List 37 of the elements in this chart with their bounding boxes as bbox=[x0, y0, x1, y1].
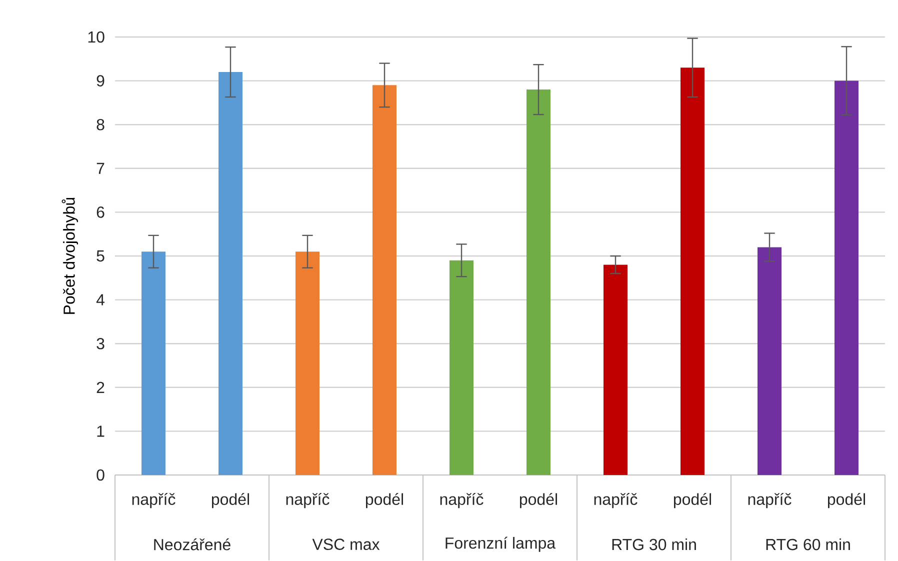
y-tick-label: 1 bbox=[97, 426, 104, 437]
x-tick-label: napříč bbox=[594, 493, 638, 508]
x-tick-label: napříč bbox=[440, 493, 484, 508]
bar bbox=[142, 252, 166, 475]
y-tick-label: 0 bbox=[96, 469, 104, 481]
x-tick-label: podél bbox=[366, 493, 404, 508]
y-tick-label: 9 bbox=[96, 75, 104, 86]
text: Forenzní lampa bbox=[446, 536, 556, 552]
y-tick-label: 5 bbox=[96, 250, 104, 262]
bar bbox=[758, 247, 782, 475]
x-tick-label: podél bbox=[828, 493, 866, 508]
x-tick-label: podél bbox=[212, 493, 250, 508]
y-tick-label: 7 bbox=[96, 162, 104, 174]
y-tick-label: 8 bbox=[96, 118, 104, 130]
bar bbox=[680, 68, 705, 475]
bar bbox=[526, 90, 551, 475]
bar bbox=[296, 252, 320, 475]
x-tick-label: napříč bbox=[748, 493, 792, 508]
x-tick-label: podél bbox=[520, 493, 558, 508]
y-tick-label: 10 bbox=[88, 31, 104, 43]
y-tick-label: 2 bbox=[96, 382, 104, 393]
x-tick-label: podél bbox=[674, 493, 712, 508]
text: RTG 60 min bbox=[766, 538, 850, 550]
y-tick-label: 4 bbox=[96, 294, 104, 306]
y-tick-label: 3 bbox=[96, 338, 104, 350]
text: Neozářené bbox=[154, 538, 230, 550]
y-axis-title: Počet dvojohybů bbox=[62, 198, 78, 314]
text: VSC max bbox=[312, 538, 380, 550]
bar bbox=[218, 72, 243, 475]
bar bbox=[604, 264, 628, 475]
bar bbox=[834, 80, 859, 475]
bar bbox=[450, 260, 474, 475]
x-tick-label: napříč bbox=[286, 493, 330, 508]
x-tick-label: napříč bbox=[132, 493, 176, 508]
text: RTG 30 min bbox=[612, 538, 696, 550]
y-tick-label: 6 bbox=[96, 206, 104, 218]
bar bbox=[372, 85, 397, 475]
